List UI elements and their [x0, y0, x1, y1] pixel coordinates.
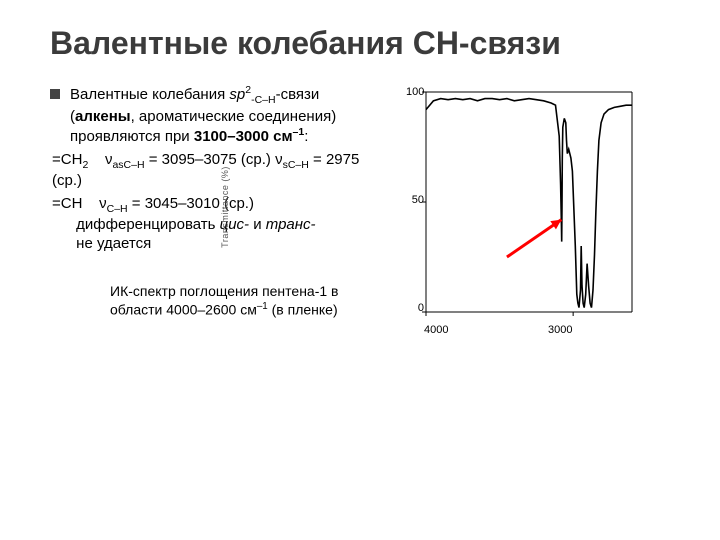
line-ch: =СН νC–H = 3045–3010 (ср.) — [50, 195, 370, 216]
xtick-4000: 4000 — [424, 324, 448, 336]
x-axis-labels: 4000 3000 — [424, 324, 632, 336]
spectrum-panel: Transmittance (%) 100 50 0 4000 3000 — [390, 84, 650, 334]
square-bullet-icon — [50, 89, 60, 99]
xtick-3000: 3000 — [548, 324, 572, 336]
ytick-50: 50 — [406, 194, 424, 206]
ytick-100: 100 — [406, 86, 424, 98]
bullet-paragraph: Валентные колебания sp2-C–H-связи (алкен… — [50, 84, 370, 147]
line-ch2: =СН2 νasC–H = 3095–3075 (ср.) νsC–H = 29… — [50, 151, 370, 191]
content-row: Валентные колебания sp2-C–H-связи (алкен… — [50, 84, 670, 334]
ytick-0: 0 — [406, 302, 424, 314]
bullet-text: Валентные колебания sp2-C–H-связи (алкен… — [70, 84, 370, 147]
spectrum-chart: Transmittance (%) 100 50 0 4000 3000 — [390, 84, 640, 334]
y-axis-label: Transmittance (%) — [220, 167, 230, 249]
figure-caption: ИК-спектр поглощения пентена-1 в области… — [110, 282, 370, 320]
text-column: Валентные колебания sp2-C–H-связи (алкен… — [50, 84, 370, 334]
slide-title: Валентные колебания СН-связи — [50, 24, 670, 62]
line-extra: дифференцировать цис- и транс- не удаетс… — [50, 216, 370, 254]
